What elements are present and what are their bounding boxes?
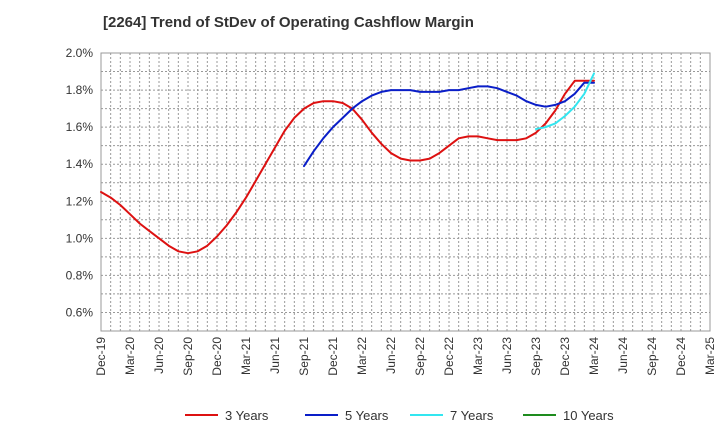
x-tick-label: Mar-23: [471, 337, 485, 375]
y-tick-label: 1.6%: [66, 120, 94, 134]
series-line-7-years: [535, 72, 595, 130]
y-tick-label: 1.4%: [66, 157, 94, 171]
y-tick-label: 1.0%: [66, 231, 94, 245]
y-tick-label: 1.8%: [66, 83, 94, 97]
x-tick-label: Sep-23: [529, 337, 543, 376]
legend-label-3-years: 3 Years: [225, 408, 269, 423]
x-tick-label: Jun-23: [500, 337, 514, 374]
y-tick-label: 2.0%: [66, 46, 94, 60]
x-tick-label: Dec-24: [674, 337, 688, 376]
x-tick-label: Sep-24: [645, 337, 659, 376]
legend: 3 Years 5 Years 7 Years 10 Years: [185, 408, 614, 423]
legend-label-7-years: 7 Years: [450, 408, 494, 423]
x-tick-label: Dec-21: [326, 337, 340, 376]
x-tick-label: Dec-22: [442, 337, 456, 376]
x-tick-label: Dec-19: [94, 337, 108, 376]
x-tick-label: Mar-24: [587, 337, 601, 375]
y-tick-label: 0.6%: [66, 305, 94, 319]
plot-area: [100, 52, 711, 332]
x-tick-label: Sep-22: [413, 337, 427, 376]
x-tick-label: Jun-22: [384, 337, 398, 374]
y-tick-label: 0.8%: [66, 268, 94, 282]
x-tick-label: Jun-20: [152, 337, 166, 374]
legend-label-5-years: 5 Years: [345, 408, 389, 423]
legend-label-10-years: 10 Years: [563, 408, 614, 423]
series-line-5-years: [303, 81, 595, 168]
x-tick-label: Mar-20: [123, 337, 137, 375]
chart-title: [2264] Trend of StDev of Operating Cashf…: [103, 14, 474, 31]
x-tick-label: Mar-22: [355, 337, 369, 375]
x-tick-label: Dec-20: [210, 337, 224, 376]
x-tick-label: Jun-21: [268, 337, 282, 374]
series-layer: [100, 72, 595, 255]
y-tick-label: 1.2%: [66, 194, 94, 208]
series-line-3-years: [100, 79, 595, 255]
y-axis: 0.6% 0.8% 1.0% 1.2% 1.4% 1.6% 1.8% 2.0%: [66, 46, 94, 319]
x-tick-label: Jun-24: [616, 337, 630, 374]
x-tick-label: Mar-25: [703, 337, 717, 375]
x-tick-label: Dec-23: [558, 337, 572, 376]
x-axis: Dec-19 Mar-20 Jun-20 Sep-20 Dec-20 Mar-21 Jun-…: [94, 337, 717, 376]
x-tick-label: Sep-21: [297, 337, 311, 376]
x-tick-label: Sep-20: [181, 337, 195, 376]
x-tick-label: Mar-21: [239, 337, 253, 375]
